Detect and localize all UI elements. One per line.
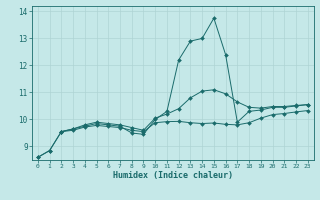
- X-axis label: Humidex (Indice chaleur): Humidex (Indice chaleur): [113, 171, 233, 180]
